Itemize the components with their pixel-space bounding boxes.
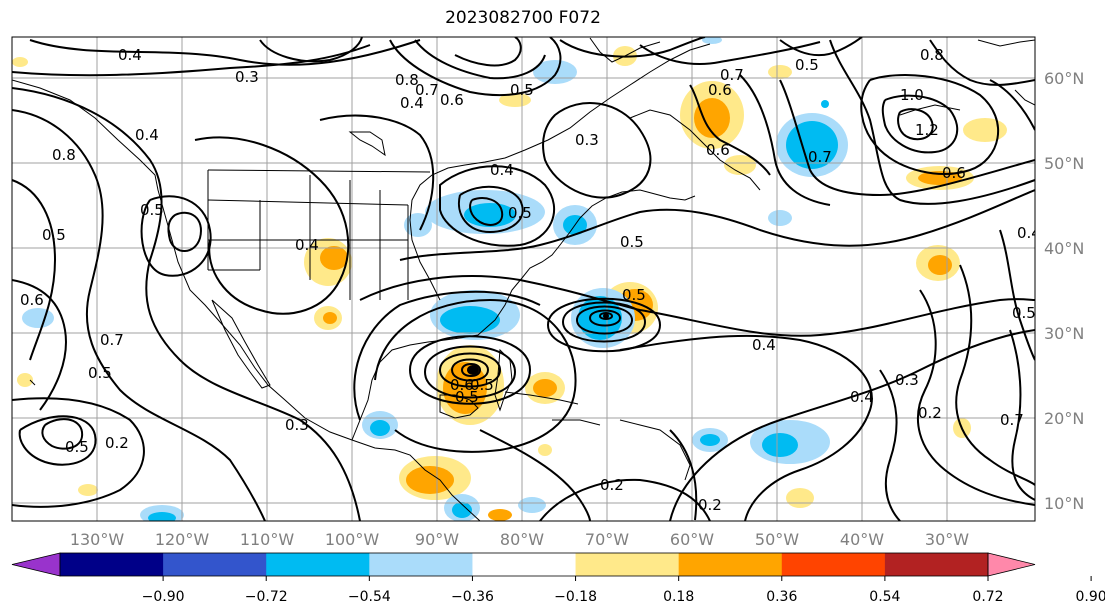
lon-label: 90°W — [415, 530, 459, 549]
contour-label: 0.5 — [508, 204, 532, 222]
contour-label: 0.2 — [698, 496, 722, 514]
contour-label: 0.5 — [65, 438, 89, 456]
latitude-labels: 60°N 50°N 40°N 30°N 20°N 10°N — [1044, 69, 1084, 513]
colorbar-segment — [678, 553, 783, 576]
colorbar-segment — [163, 553, 267, 576]
contour-label: 0.3 — [895, 371, 919, 389]
lon-label: 60°W — [670, 530, 714, 549]
contour-label: 0.5 — [88, 364, 112, 382]
contour-label: 0.5 — [470, 376, 494, 394]
colorbar-extend-max — [987, 552, 1036, 577]
contour-label: 0.6 — [706, 141, 730, 159]
colorbar-tick-label: −0.90 — [142, 589, 185, 605]
colorbar-tick-label: 0.72 — [972, 589, 1003, 605]
contour-label: 0.4 — [400, 94, 424, 112]
contour-label: 0.6 — [708, 81, 732, 99]
lat-label: 40°N — [1044, 239, 1084, 258]
colorbar-tick-label: 0.90 — [1076, 589, 1105, 605]
contour-label: 0.2 — [918, 404, 942, 422]
contour-label: 0.5 — [42, 226, 66, 244]
coastlines — [12, 37, 1035, 521]
colorbar-segment — [369, 553, 473, 576]
contour-label: 0.5 — [795, 56, 819, 74]
map-area — [12, 37, 1035, 521]
contour-label: 0.3 — [285, 416, 309, 434]
colorbar: −0.90 −0.72 −0.54 −0.36 −0.18 0.18 0.36 0.54 0.7… — [11, 552, 1105, 605]
contour-label: 0.4 — [135, 126, 159, 144]
contour-label: 0.2 — [105, 434, 129, 452]
contour-label: 0.6 — [20, 291, 44, 309]
contour-label: 0.4 — [295, 236, 319, 254]
contour-label: 0.7 — [720, 66, 744, 84]
colorbar-tick-label: 0.36 — [766, 589, 797, 605]
contour-label: 0.8 — [920, 46, 944, 64]
contour-label: 0.4 — [752, 336, 776, 354]
lon-label: 50°W — [755, 530, 799, 549]
colorbar-segment — [575, 553, 680, 576]
contour-label: 0.4 — [850, 388, 874, 406]
colorbar-tick-label: −0.36 — [451, 589, 494, 605]
lat-label: 60°N — [1044, 69, 1084, 88]
contour-label: 0.6 — [942, 164, 966, 182]
shaded-anomalies — [12, 37, 1007, 521]
contour-label: 0.5 — [510, 81, 534, 99]
contour-label: 0.7 — [1000, 411, 1024, 429]
contour-label: 0.3 — [575, 131, 599, 149]
lon-label: 120°W — [155, 530, 210, 549]
contour-label: 0.6 — [440, 91, 464, 109]
colorbar-segment — [781, 553, 886, 576]
map-border — [11, 36, 1036, 522]
contour-label: 1.0 — [900, 86, 924, 104]
lon-label: 110°W — [240, 530, 295, 549]
storm-center — [603, 313, 609, 319]
lat-label: 10°N — [1044, 494, 1084, 513]
contour-label: 0.6 — [450, 376, 474, 394]
map-title: 2023082700 F072 — [445, 8, 601, 28]
contour-label: 1.2 — [915, 121, 939, 139]
contour-label-group: 0.4 0.3 0.8 0.7 0.6 0.5 0.4 0.3 0.7 0.6 … — [20, 46, 1041, 514]
contour-label: 0.2 — [600, 476, 624, 494]
contour-label: 0.5 — [620, 233, 644, 251]
contour-label: 0.5 — [1012, 304, 1036, 322]
contour-label: 0.4 — [1017, 224, 1041, 242]
colorbar-tick-label: −0.72 — [245, 589, 288, 605]
colorbar-tick-label: 0.54 — [869, 589, 900, 605]
contour-label: 0.7 — [808, 148, 832, 166]
lon-label: 80°W — [500, 530, 544, 549]
colorbar-segment — [266, 553, 370, 576]
hurricane-center — [467, 365, 479, 375]
colorbar-extend-min — [11, 552, 61, 577]
lat-label: 30°N — [1044, 324, 1084, 343]
colorbar-tick-label: −0.18 — [554, 589, 597, 605]
colorbar-tick-label: 0.18 — [663, 589, 694, 605]
contour-label: 0.5 — [455, 388, 479, 406]
colorbar-segment — [60, 553, 164, 576]
colorbar-segment — [884, 553, 989, 576]
contour-label: 0.5 — [140, 201, 164, 219]
lat-label: 20°N — [1044, 409, 1084, 428]
contour-label: 0.4 — [118, 46, 142, 64]
contour-label: 0.7 — [415, 81, 439, 99]
colorbar-segment — [472, 553, 577, 576]
contour-label: 0.7 — [100, 331, 124, 349]
lon-label: 30°W — [925, 530, 969, 549]
lon-label: 40°W — [840, 530, 884, 549]
contour-label: 0.3 — [235, 68, 259, 86]
longitude-labels: 130°W 120°W 110°W 100°W 90°W 80°W 70°W 6… — [70, 530, 969, 549]
lon-label: 70°W — [585, 530, 629, 549]
contour-label: 0.8 — [52, 146, 76, 164]
contour-label: 0.5 — [622, 286, 646, 304]
lon-label: 100°W — [325, 530, 380, 549]
contour-lines — [12, 37, 1035, 521]
contour-label: 0.8 — [395, 71, 419, 89]
lat-label: 50°N — [1044, 154, 1084, 173]
contour-label: 0.4 — [490, 161, 514, 179]
colorbar-tick-label: −0.54 — [348, 589, 391, 605]
lon-label: 130°W — [70, 530, 125, 549]
